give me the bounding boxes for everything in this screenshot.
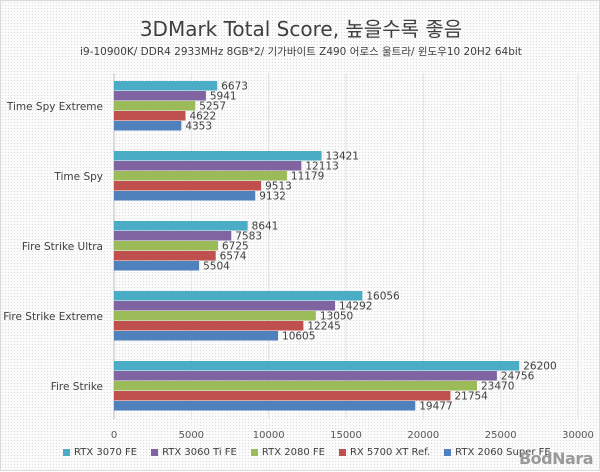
x-tick-label: 30000	[562, 430, 594, 441]
legend-item: RTX 3070 FE	[63, 447, 137, 458]
bar	[114, 361, 520, 371]
data-label: 13050	[320, 311, 353, 323]
bar	[114, 181, 262, 191]
bar	[114, 151, 322, 161]
data-label: 5257	[199, 101, 226, 113]
legend-swatch	[250, 449, 258, 456]
data-label: 7583	[235, 231, 262, 243]
category-label: Fire Strike Extreme	[3, 311, 103, 323]
bar	[114, 261, 200, 271]
data-label: 6725	[222, 241, 249, 253]
bar	[114, 311, 316, 321]
data-label: 13421	[326, 151, 359, 163]
bar	[114, 391, 451, 401]
bar	[114, 81, 218, 91]
x-tick-label: 0	[111, 430, 117, 441]
bar	[114, 221, 248, 231]
bar	[114, 251, 216, 261]
bar	[114, 321, 304, 331]
legend-label: RTX 2080 FE	[261, 447, 325, 458]
watermark-logo: BodNara	[518, 449, 594, 468]
legend-swatch	[151, 449, 159, 456]
legend-label: RX 5700 XT Ref.	[349, 447, 431, 458]
data-label: 9513	[265, 181, 292, 193]
legend-item: RTX 2080 FE	[250, 447, 325, 458]
data-label: 5504	[203, 261, 230, 273]
chart-subtitle: i9-10900K/ DDR4 2933MHz 8GB*2/ 기가바이트 Z49…	[80, 46, 522, 58]
data-label: 8641	[252, 221, 279, 233]
data-label: 24756	[501, 371, 535, 383]
legend-label: RTX 3060 Ti FE	[162, 447, 237, 458]
x-tick-label: 15000	[330, 430, 362, 441]
bar	[114, 331, 279, 341]
data-label: 26200	[523, 361, 556, 373]
category-label: Fire Strike	[51, 381, 103, 393]
bar	[114, 371, 497, 381]
data-label: 10605	[282, 331, 315, 343]
bar	[114, 101, 196, 111]
bar	[114, 301, 336, 311]
legend-label: RTX 3070 FE	[74, 447, 138, 458]
bar	[114, 291, 363, 301]
data-label: 16056	[366, 291, 400, 303]
bar	[114, 161, 302, 171]
data-label: 12245	[307, 321, 340, 333]
bar	[114, 401, 416, 411]
legend-label: RTX 2060 Super FE	[455, 447, 551, 458]
x-tick-label: 20000	[407, 430, 439, 441]
legend-item: RTX 3060 Ti FE	[151, 447, 237, 458]
data-label: 19477	[419, 401, 452, 413]
data-label: 9132	[259, 191, 286, 203]
category-label: Fire Strike Ultra	[22, 241, 103, 253]
bar	[114, 111, 186, 121]
legend-item: RX 5700 XT Ref.	[338, 447, 431, 458]
x-tick-label: 5000	[179, 430, 204, 441]
bar	[114, 231, 232, 241]
data-label: 11179	[291, 171, 324, 183]
bar	[114, 381, 478, 391]
x-tick-label: 10000	[253, 430, 285, 441]
data-label: 4353	[185, 121, 212, 133]
bar	[114, 121, 182, 131]
data-label: 4622	[189, 111, 216, 123]
category-label: Time Spy Extreme	[6, 101, 103, 113]
data-label: 12113	[305, 161, 338, 173]
chart-title: 3DMark Total Score, 높을수록 좋음	[139, 17, 463, 41]
legend-item: RTX 2060 Super FE	[444, 447, 551, 458]
legend-swatch	[444, 449, 452, 456]
bar	[114, 171, 287, 181]
data-label: 5941	[210, 91, 237, 103]
bar	[114, 91, 206, 101]
data-label: 6574	[220, 251, 247, 263]
legend-swatch	[338, 449, 346, 456]
bar	[114, 241, 219, 251]
x-tick-label: 25000	[485, 430, 517, 441]
category-label: Time Spy	[53, 171, 103, 183]
bar	[114, 191, 256, 201]
data-label: 14292	[339, 301, 372, 313]
legend-swatch	[63, 449, 70, 456]
data-label: 21754	[454, 391, 488, 403]
legend: RTX 3070 FE RTX 3060 Ti FE RTX 2080 FE RX 5…	[63, 447, 551, 458]
data-label: 23470	[481, 381, 514, 393]
data-label: 6673	[221, 81, 248, 93]
